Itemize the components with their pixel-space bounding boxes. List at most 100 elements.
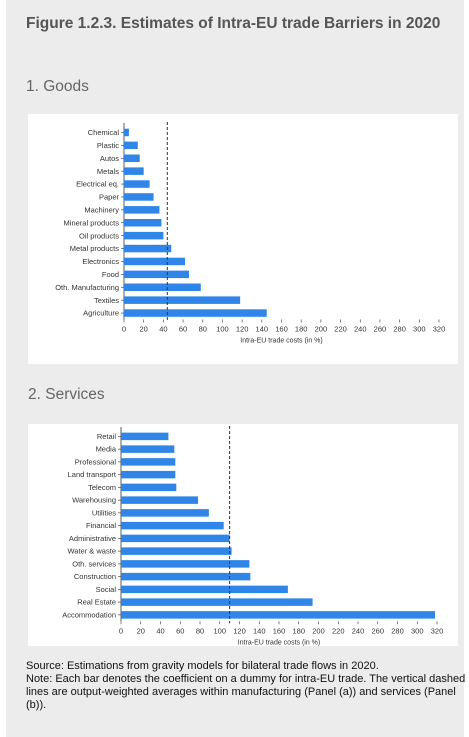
goods-x-tick-label: 20 [140,325,148,334]
goods-chart: Chemical Plastic Autos Metals Electrical eq.… [28,114,458,364]
goods-x-tick-label: 320 [433,325,446,334]
services-x-tick-label: 20 [137,626,145,635]
services-x-tick-label: 120 [233,626,246,635]
services-category-label: Media [96,445,117,454]
goods-category-label: Textiles [94,296,119,305]
goods-x-tick-label: 180 [295,325,308,334]
source-line: Source: Estimations from gravity models … [26,660,379,672]
services-x-tick-label: 260 [371,626,384,635]
services-x-tick-label: 160 [273,626,286,635]
goods-category-label: Oil products [79,231,119,240]
goods-chart-svg: Chemical Plastic Autos Metals Electrical eq.… [55,122,446,345]
goods-bar [124,309,267,317]
goods-x-tick-label: 120 [236,325,249,334]
services-bar [121,547,232,555]
services-category-label: Real Estate [77,598,116,607]
services-x-tick-label: 240 [352,626,365,635]
goods-category-label: Plastic [97,141,119,150]
note-line: Note: Each bar denotes the coefficient o… [26,673,466,711]
services-chart-svg: Retail Media Professional Land transport Tel… [62,426,444,646]
goods-category-label: Machinery [84,205,119,214]
services-category-label: Telecom [88,483,116,492]
goods-x-tick-label: 140 [256,325,269,334]
services-x-tick-label: 180 [292,626,305,635]
services-panel-title: 2. Services [28,386,105,403]
goods-x-tick-label: 0 [122,325,126,334]
services-x-tick-label: 60 [176,626,184,635]
goods-x-tick-label: 200 [315,325,328,334]
goods-x-tick-label: 260 [374,325,387,334]
services-x-tick-label: 140 [253,626,266,635]
goods-category-label: Paper [99,193,120,202]
services-x-tick-label: 80 [196,626,204,635]
services-category-label: Warehousing [72,496,116,505]
goods-category-label: Electronics [82,257,119,266]
services-x-tick-label: 220 [332,626,345,635]
goods-bar [124,128,129,137]
figure-title: Figure 1.2.3. Estimates of Intra-EU trad… [26,15,441,32]
goods-bar [124,154,140,162]
services-bar [121,521,224,530]
services-category-label: Oth. services [72,559,116,568]
services-bar [121,534,230,543]
services-chart: Retail Media Professional Land transport Tel… [28,424,458,646]
services-category-label: Land transport [68,470,117,479]
goods-category-label: Agriculture [83,309,119,318]
goods-category-label: Autos [100,154,119,163]
goods-category-label: Chemical [88,128,120,137]
services-category-label: Financial [86,521,116,530]
goods-category-label: Electrical eq. [76,180,119,189]
services-bar [121,445,175,453]
services-bar [121,572,251,581]
goods-x-tick-label: 160 [275,325,288,334]
services-bar [121,458,176,466]
goods-x-tick-label: 40 [159,325,167,334]
services-category-label: Water & waste [68,547,117,556]
services-x-tick-label: 0 [119,626,123,635]
goods-bar [124,231,164,240]
services-x-axis-title: Intra-EU trade costs (in %) [238,639,320,646]
goods-bar [124,206,160,214]
services-x-tick-label: 320 [431,626,444,635]
goods-bar [124,141,138,150]
goods-bar [124,193,154,201]
goods-panel-title: 1. Goods [26,78,89,95]
services-category-label: Professional [75,457,117,466]
goods-x-tick-label: 220 [334,325,347,334]
goods-category-label: Food [102,270,119,279]
services-bar [121,598,313,606]
goods-category-label: Oth. Manufacturing [55,283,119,292]
services-x-tick-label: 100 [213,626,226,635]
goods-bar [124,167,144,175]
goods-x-tick-label: 100 [216,325,229,334]
services-bar [121,483,177,492]
services-bar [121,585,288,594]
services-category-label: Utilities [92,508,116,517]
goods-x-axis-title: Intra-EU trade costs (in %) [240,338,322,345]
source-note: Source: Estimations from gravity models … [26,660,466,712]
services-bar [121,470,176,479]
goods-bar [124,219,162,227]
services-bar [121,509,209,517]
goods-bar [124,180,150,188]
goods-x-tick-label: 60 [179,325,187,334]
services-category-label: Administrative [69,534,116,543]
services-category-label: Social [96,585,117,594]
goods-bar [124,244,172,253]
services-category-label: Accommodation [62,610,116,619]
services-bar [121,560,250,568]
goods-x-tick-label: 80 [199,325,207,334]
services-bar [121,496,199,504]
goods-bar [124,283,201,291]
goods-category-label: Metal products [70,244,119,253]
goods-category-label: Metals [97,167,119,176]
goods-x-tick-label: 240 [354,325,367,334]
services-bar [121,432,169,441]
goods-bar [124,257,186,266]
goods-bar [124,296,241,304]
services-x-tick-label: 40 [156,626,164,635]
services-bar [121,611,436,619]
services-category-label: Retail [97,432,117,441]
services-category-label: Construction [74,572,116,581]
goods-bar [124,270,189,279]
